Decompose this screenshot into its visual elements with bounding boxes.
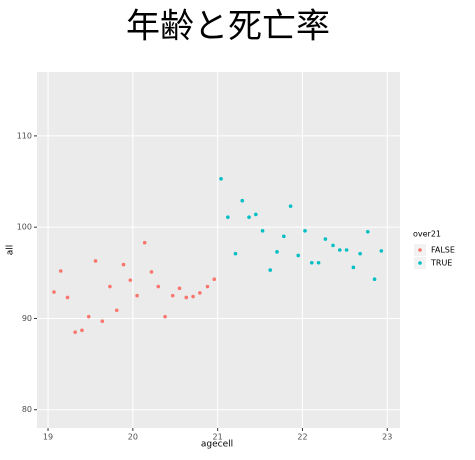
- point: [184, 295, 189, 300]
- point: [337, 248, 342, 252]
- point: [226, 215, 230, 219]
- point: [73, 330, 77, 334]
- point: [142, 240, 147, 245]
- y-tick-label: 80: [22, 405, 32, 414]
- point: [100, 319, 105, 324]
- point: [240, 198, 245, 203]
- point: [177, 286, 182, 291]
- point: [275, 250, 279, 254]
- point: [86, 314, 91, 319]
- point: [316, 260, 321, 265]
- point: [212, 277, 217, 282]
- point: [351, 265, 356, 270]
- point: [247, 215, 251, 219]
- point: [288, 204, 293, 208]
- point: [156, 284, 161, 289]
- point: [365, 229, 370, 234]
- point: [149, 270, 154, 274]
- legend-label: TRUE: [430, 259, 452, 268]
- point: [296, 253, 301, 258]
- point: [121, 262, 126, 267]
- chart-title: 年齢と死亡率: [126, 7, 330, 47]
- point: [254, 212, 258, 217]
- point: [358, 251, 362, 256]
- point: [323, 237, 328, 241]
- point: [93, 259, 98, 263]
- point: [233, 251, 238, 256]
- y-axis-title: all: [6, 245, 16, 256]
- point: [331, 243, 335, 248]
- point: [170, 293, 175, 298]
- x-tick-label: 20: [128, 433, 138, 442]
- point: [198, 291, 202, 295]
- point: [309, 260, 314, 265]
- point: [260, 229, 265, 233]
- point: [128, 278, 133, 282]
- x-tick-label: 23: [382, 433, 392, 442]
- point: [108, 284, 112, 289]
- legend-label: FALSE: [431, 246, 455, 255]
- y-tick-label: 100: [17, 223, 32, 232]
- point: [52, 290, 56, 294]
- x-tick-label: 19: [43, 433, 53, 442]
- x-tick-label: 22: [297, 433, 307, 442]
- point: [65, 295, 70, 300]
- x-tick-label: 21: [213, 433, 223, 442]
- point: [344, 248, 349, 252]
- point: [205, 284, 210, 289]
- y-tick-label: 90: [22, 314, 32, 323]
- point: [379, 249, 384, 253]
- point: [114, 308, 119, 313]
- point: [282, 234, 286, 239]
- x-axis-title: agecell: [201, 440, 233, 450]
- point: [163, 314, 167, 319]
- point: [191, 294, 195, 299]
- point: [135, 293, 139, 298]
- point: [268, 268, 273, 272]
- legend-title: over21: [413, 230, 441, 239]
- point: [58, 269, 63, 273]
- legend-marker: [418, 261, 422, 265]
- point: [219, 177, 223, 181]
- point: [372, 277, 377, 282]
- legend-marker: [418, 248, 422, 252]
- point: [80, 328, 84, 333]
- point: [303, 229, 307, 233]
- y-tick-label: 110: [17, 131, 32, 140]
